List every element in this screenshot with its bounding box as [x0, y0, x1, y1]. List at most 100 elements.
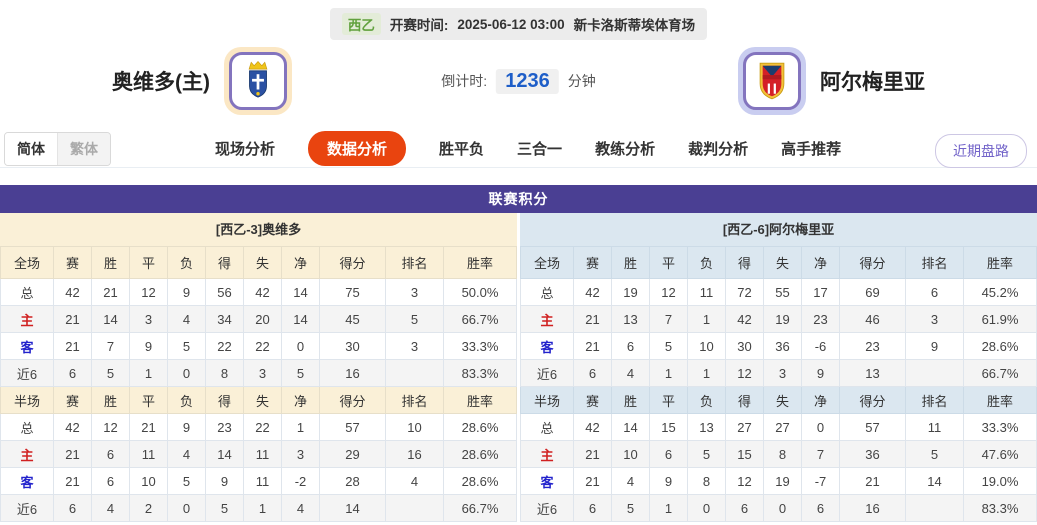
row-label: 客: [0, 467, 54, 495]
stat-cell: 6: [53, 494, 92, 522]
stat-cell: 46: [839, 305, 906, 333]
column-header-cell: 失: [243, 246, 282, 279]
column-header-cell: 净: [281, 246, 320, 279]
stat-cell: 28: [319, 467, 386, 495]
away-team-logo: [738, 47, 806, 115]
stat-cell: 0: [801, 413, 840, 441]
column-header-cell: 得分: [839, 386, 906, 414]
row-label: 近6: [0, 359, 54, 387]
stat-cell: 10: [687, 332, 726, 360]
stat-cell: 4: [611, 359, 650, 387]
stat-cell: 36: [763, 332, 802, 360]
stat-cell: 9: [649, 467, 688, 495]
column-header-cell: 净: [801, 386, 840, 414]
stat-cell: 21: [53, 467, 92, 495]
stat-cell: 3: [129, 305, 168, 333]
stat-cell: 12: [649, 278, 688, 306]
stat-cell: 28.6%: [443, 413, 517, 441]
nav-tab[interactable]: 教练分析: [595, 141, 656, 158]
home-stats-table: 全场赛胜平负得失净得分 排名 胜率总 42 21 12 9 56 42 14 75 3 50.0% 主 21…: [0, 246, 517, 522]
table-row: 主 21 6 11 4 14 11 3 29 16 28.6%: [0, 440, 517, 468]
stat-cell: -2: [281, 467, 320, 495]
stat-cell: 8: [763, 440, 802, 468]
stat-cell: 36: [839, 440, 906, 468]
away-team-name: 阿尔梅里亚: [820, 71, 925, 94]
away-stats-table: 全场赛胜平负得失净得分 排名 胜率总 42 19 12 11 72 55 17 69 6 45.2% 主 2…: [520, 246, 1037, 522]
lang-option[interactable]: 简体: [5, 133, 58, 165]
nav-tab[interactable]: 数据分析: [308, 131, 407, 166]
stat-cell: 27: [763, 413, 802, 441]
away-rank-header: [西乙-6]阿尔梅里亚: [520, 213, 1037, 246]
recent-trend-button[interactable]: 近期盘路: [935, 134, 1027, 168]
countdown-label: 倒计时:: [441, 73, 488, 89]
row-label: 近6: [520, 359, 574, 387]
league-points-board: 联赛积分 [西乙-3]奥维多 全场赛胜平负得失净得分 排名 胜率总 42 21 12 9 56…: [0, 185, 1037, 522]
stat-cell: 5: [281, 359, 320, 387]
stat-cell: 9: [205, 467, 244, 495]
stat-cell: 34: [205, 305, 244, 333]
stat-cell: 3: [281, 440, 320, 468]
lang-option[interactable]: 繁体: [58, 133, 110, 165]
nav-tab[interactable]: 胜平负: [439, 141, 485, 158]
stat-cell: 42: [53, 278, 92, 306]
table-row: 总 42 14 15 13 27 27 0 57 11 33.3%: [520, 413, 1037, 441]
stat-cell: 11: [243, 467, 282, 495]
stat-cell: 6: [573, 494, 612, 522]
column-header-cell: 排名: [385, 386, 444, 414]
nav-tab[interactable]: 三合一: [517, 141, 563, 158]
stat-cell: 19: [763, 305, 802, 333]
stat-cell: 27: [725, 413, 764, 441]
table-row: 客 21 4 9 8 12 19 -7 21 14 19.0%: [520, 467, 1037, 495]
stat-cell: 13: [839, 359, 906, 387]
stat-cell: 5: [167, 332, 206, 360]
league-badge: 西乙: [341, 13, 381, 35]
stat-cell: 5: [91, 359, 130, 387]
column-header-cell: 赛: [573, 386, 612, 414]
stat-cell: 0: [167, 359, 206, 387]
nav-tab[interactable]: 高手推荐: [781, 141, 842, 158]
stat-cell: 28.6%: [443, 440, 517, 468]
stat-cell: 0: [281, 332, 320, 360]
stat-cell: 4: [385, 467, 444, 495]
stat-cell: 66.7%: [963, 359, 1037, 387]
column-header-cell: 半场: [520, 386, 574, 414]
stat-cell: 83.3%: [963, 494, 1037, 522]
stat-cell: [905, 359, 964, 387]
stat-cell: 11: [243, 440, 282, 468]
stat-cell: 7: [91, 332, 130, 360]
nav-tab[interactable]: 裁判分析: [688, 141, 749, 158]
column-header-cell: 胜: [91, 386, 130, 414]
stat-cell: 11: [905, 413, 964, 441]
row-label: 总: [0, 413, 54, 441]
column-header-cell: 平: [649, 246, 688, 279]
stat-cell: 72: [725, 278, 764, 306]
stat-cell: 61.9%: [963, 305, 1037, 333]
column-header-cell: 平: [129, 386, 168, 414]
nav-tab[interactable]: 现场分析: [215, 141, 276, 158]
stat-cell: 6: [91, 467, 130, 495]
stat-cell: 14: [611, 413, 650, 441]
stat-cell: 56: [205, 278, 244, 306]
stat-cell: 21: [129, 413, 168, 441]
row-label: 客: [520, 332, 574, 360]
column-header-cell: 全场: [520, 246, 574, 279]
stat-cell: 12: [91, 413, 130, 441]
table-row: 客 21 7 9 5 22 22 0 30 3 33.3%: [0, 332, 517, 360]
board-body: [西乙-3]奥维多 全场赛胜平负得失净得分 排名 胜率总 42 21 12 9 56 42 14 7…: [0, 213, 1037, 522]
venue: 新卡洛斯蒂埃体育场: [573, 18, 696, 33]
stat-cell: 19: [611, 278, 650, 306]
home-team-name: 奥维多(主): [112, 71, 210, 94]
stat-cell: 42: [725, 305, 764, 333]
column-header-cell: 全场: [0, 246, 54, 279]
stat-cell: 1: [649, 359, 688, 387]
stat-cell: 29: [319, 440, 386, 468]
table-row: 客 21 6 10 5 9 11 -2 28 4 28.6%: [0, 467, 517, 495]
stat-cell: 10: [129, 467, 168, 495]
stat-cell: 5: [649, 332, 688, 360]
stat-cell: 1: [281, 413, 320, 441]
stat-cell: 3: [763, 359, 802, 387]
table-row: 主 21 10 6 5 15 8 7 36 5 47.6%: [520, 440, 1037, 468]
stat-cell: 33.3%: [443, 332, 517, 360]
stat-cell: 4: [281, 494, 320, 522]
kickoff-label: 开赛时间:: [389, 18, 449, 33]
